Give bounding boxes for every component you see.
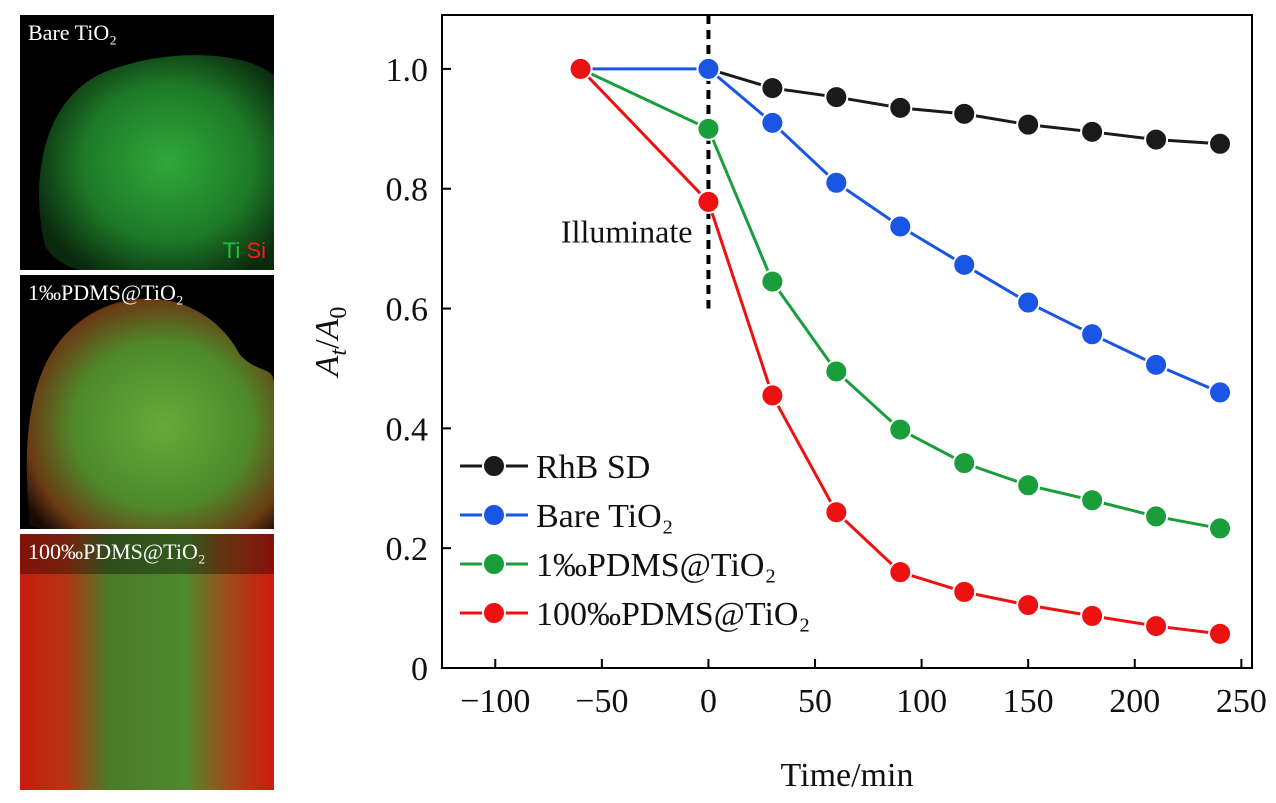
data-point xyxy=(1208,131,1233,156)
si-legend-label: Si xyxy=(246,238,266,263)
x-tick-label: 150 xyxy=(1003,683,1054,720)
illuminate-annotation: Illuminate xyxy=(561,214,693,250)
y-label-subscript-t: t xyxy=(326,348,352,356)
x-tick-label: 200 xyxy=(1109,683,1160,720)
legend-marker xyxy=(482,454,506,478)
y-label-a: A xyxy=(309,355,346,378)
y-axis-label: At/A0 xyxy=(309,307,352,379)
panel-label: 1‰PDMS@TiO₂ xyxy=(28,280,184,305)
data-point xyxy=(760,110,785,135)
data-point xyxy=(1080,119,1105,144)
panel-1permil-pdms-tio2: 1‰PDMS@TiO₂ xyxy=(20,275,274,529)
legend-entry: RhB SD xyxy=(460,449,650,486)
data-point xyxy=(952,101,977,126)
data-point xyxy=(1144,127,1169,152)
data-point xyxy=(1016,290,1041,315)
y-tick-label: 0.2 xyxy=(386,531,429,568)
data-point xyxy=(888,214,913,239)
series-2 xyxy=(568,56,1233,541)
data-point xyxy=(1208,516,1233,541)
y-label-a: A xyxy=(309,318,346,341)
eds-map-100permil xyxy=(20,534,274,790)
data-point xyxy=(1016,112,1041,137)
x-axis-label: Time/min xyxy=(781,757,914,794)
x-tick-label: 50 xyxy=(798,683,832,720)
data-point xyxy=(952,579,977,604)
data-point xyxy=(1080,322,1105,347)
data-point xyxy=(1208,621,1233,646)
data-point xyxy=(888,417,913,442)
x-tick-label: 100 xyxy=(896,683,947,720)
data-point xyxy=(760,76,785,101)
data-point xyxy=(760,383,785,408)
y-tick-label: 0.8 xyxy=(386,172,429,209)
panel-label: Bare TiO₂ xyxy=(28,20,117,45)
data-point xyxy=(888,95,913,120)
data-point xyxy=(824,170,849,195)
panel-100permil-pdms-tio2: 100‰PDMS@TiO₂ xyxy=(20,534,274,790)
x-tick-label: −50 xyxy=(575,683,628,720)
data-point xyxy=(824,85,849,110)
eds-map-1permil xyxy=(26,298,274,529)
data-point xyxy=(824,359,849,384)
data-point xyxy=(696,116,721,141)
y-tick-label: 1.0 xyxy=(386,52,429,89)
data-point xyxy=(1144,614,1169,639)
y-label-text: At/A0 xyxy=(309,307,352,379)
x-tick-label: −100 xyxy=(460,683,530,720)
x-tick-label: 0 xyxy=(700,683,717,720)
legend-marker xyxy=(482,552,506,576)
series-line xyxy=(580,67,1221,394)
data-point xyxy=(952,252,977,277)
data-point xyxy=(1016,473,1041,498)
legend-marker xyxy=(482,503,506,527)
y-label-subscript-0: 0 xyxy=(326,307,352,319)
y-tick-label: 0.6 xyxy=(386,292,429,329)
legend-entry: 100‰PDMS@TiO₂ xyxy=(460,596,810,633)
legend-entry: Bare TiO₂ xyxy=(460,498,674,535)
element-legend: Ti Si xyxy=(223,238,266,264)
panel-bare-tio2: Bare TiO₂ Ti Si xyxy=(20,15,274,270)
y-label-slash: / xyxy=(309,339,346,349)
legend-label: Bare TiO₂ xyxy=(536,498,674,535)
x-tick-label: 250 xyxy=(1216,683,1267,720)
series-line xyxy=(579,67,1221,636)
y-tick-label: 0.4 xyxy=(386,411,429,448)
panel-label: 100‰PDMS@TiO₂ xyxy=(28,539,206,564)
data-point xyxy=(1080,488,1105,513)
data-point xyxy=(568,56,593,81)
data-point xyxy=(1016,593,1041,618)
data-point xyxy=(696,189,721,214)
data-point xyxy=(1080,603,1105,628)
legend-label: RhB SD xyxy=(536,449,650,486)
y-tick-label: 0 xyxy=(411,651,428,688)
plot-frame xyxy=(441,14,1253,669)
data-point xyxy=(888,560,913,585)
data-point xyxy=(696,56,721,81)
ti-legend-label: Ti xyxy=(222,238,241,263)
legend: RhB SD Bare TiO₂ 1‰PDMS@TiO₂ 100‰PDMS@TiO₂ xyxy=(460,449,810,633)
series-line xyxy=(579,67,1221,530)
legend-entry: 1‰PDMS@TiO₂ xyxy=(460,547,776,584)
legend-marker xyxy=(482,601,506,625)
series-0 xyxy=(696,56,1233,156)
data-point xyxy=(760,269,785,294)
data-point xyxy=(1144,504,1169,529)
data-point xyxy=(1144,352,1169,377)
series-1 xyxy=(568,56,1233,405)
legend-label: 100‰PDMS@TiO₂ xyxy=(536,596,810,633)
series-3 xyxy=(568,56,1233,646)
legend-label: 1‰PDMS@TiO₂ xyxy=(536,547,776,584)
data-point xyxy=(824,500,849,525)
data-point xyxy=(1208,380,1233,405)
data-point xyxy=(952,451,977,476)
eds-map-bare-tio2 xyxy=(38,55,274,270)
